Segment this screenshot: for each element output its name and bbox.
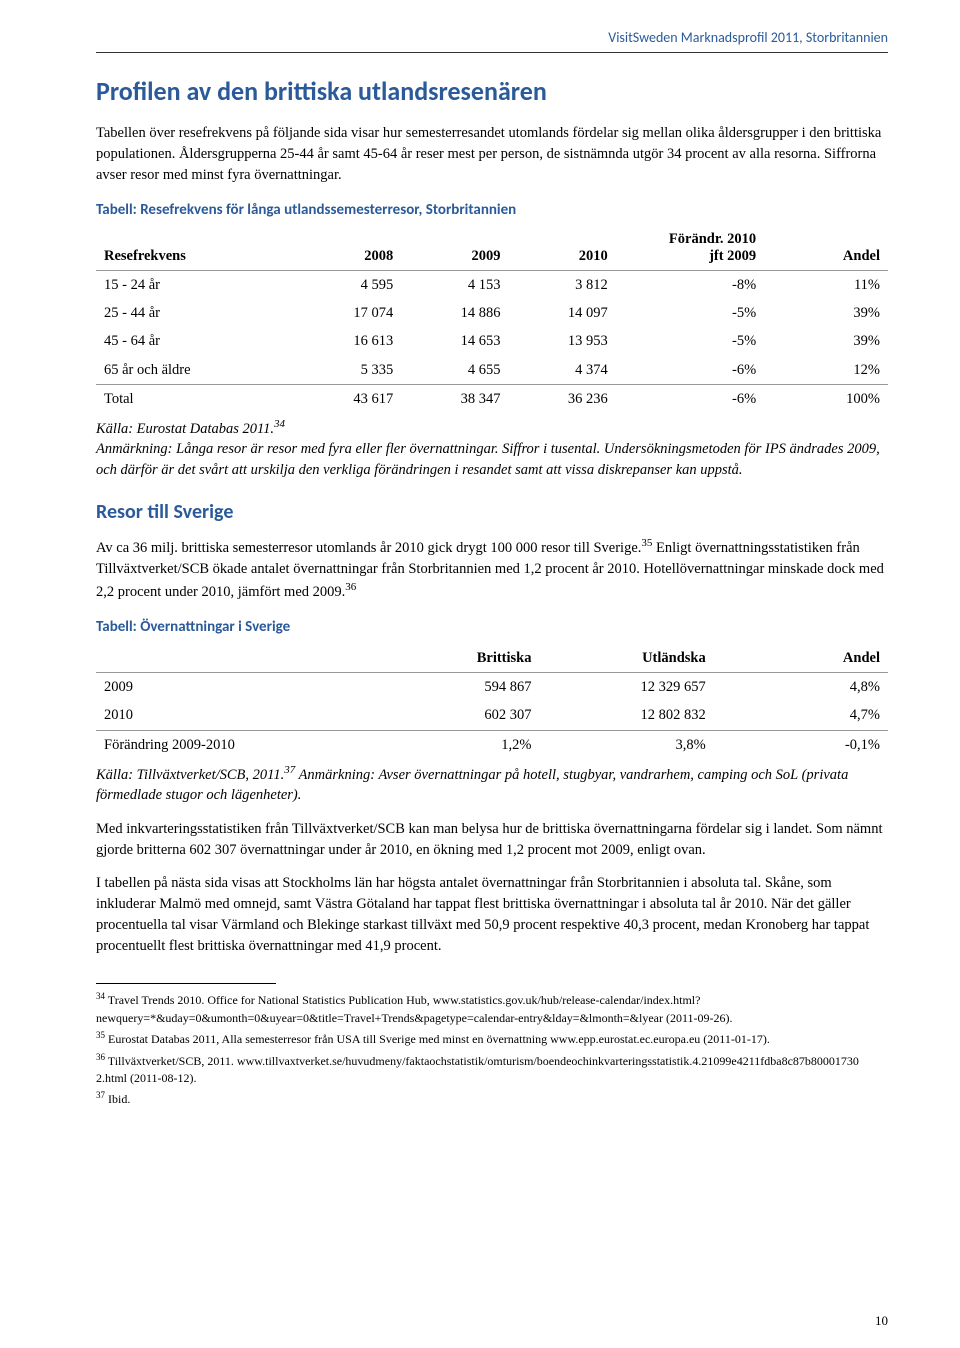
- body-paragraph: Med inkvarteringsstatistiken från Tillvä…: [96, 819, 888, 861]
- section-heading: Resor till Sverige: [96, 498, 888, 526]
- col-header: Brittiska: [365, 644, 539, 673]
- body-paragraph: I tabellen på nästa sida visas att Stock…: [96, 873, 888, 957]
- col-header: Utländska: [540, 644, 714, 673]
- col-header: 2010: [508, 227, 615, 270]
- table2-source: Källa: Tillväxtverket/SCB, 2011.37 Anmär…: [96, 763, 888, 805]
- intro-paragraph: Tabellen över resefrekvens på följande s…: [96, 123, 888, 186]
- table-row: Resefrekvens 2008 2009 2010 Förändr. 201…: [96, 227, 888, 270]
- footnote: 34 Travel Trends 2010. Office for Nation…: [96, 990, 888, 1027]
- table-row: 2009 594 867 12 329 657 4,8%: [96, 673, 888, 702]
- footnote: 35 Eurostat Databas 2011, Alla semesterr…: [96, 1029, 888, 1048]
- page-title: Profilen av den brittiska utlandsresenär…: [96, 73, 888, 109]
- footnote: 37 Ibid.: [96, 1089, 888, 1108]
- footnote: 36 Tillväxtverket/SCB, 2011. www.tillvax…: [96, 1051, 888, 1088]
- table2-title: Tabell: Övernattningar i Sverige: [96, 617, 888, 638]
- col-header: Andel: [764, 227, 888, 270]
- body-paragraph: Av ca 36 milj. brittiska semesterresor u…: [96, 536, 888, 603]
- col-header: Förändr. 2010 jft 2009: [616, 227, 764, 270]
- table-row: Förändring 2009-2010 1,2% 3,8% -0,1%: [96, 730, 888, 759]
- col-header: 2008: [294, 227, 401, 270]
- table-row-total: Total 43 617 38 347 36 236 -6% 100%: [96, 385, 888, 414]
- table-overnight-stays: Brittiska Utländska Andel 2009 594 867 1…: [96, 644, 888, 759]
- page-container: VisitSweden Marknadsprofil 2011, Storbri…: [0, 0, 960, 1348]
- col-header: 2009: [401, 227, 508, 270]
- table1-title: Tabell: Resefrekvens för långa utlandsse…: [96, 200, 888, 221]
- table-row: 15 - 24 år 4 595 4 153 3 812 -8% 11%: [96, 270, 888, 299]
- header-title: VisitSweden Marknadsprofil 2011, Storbri…: [608, 28, 888, 48]
- footnotes-block: 34 Travel Trends 2010. Office for Nation…: [96, 990, 888, 1108]
- table1-source: Källa: Eurostat Databas 2011.34 Anmärkni…: [96, 417, 888, 480]
- page-number: 10: [875, 1312, 888, 1330]
- col-header: Resefrekvens: [96, 227, 294, 270]
- table-row: Brittiska Utländska Andel: [96, 644, 888, 673]
- table-row: 65 år och äldre 5 335 4 655 4 374 -6% 12…: [96, 356, 888, 385]
- table-row: 25 - 44 år 17 074 14 886 14 097 -5% 39%: [96, 299, 888, 327]
- table-row: 2010 602 307 12 802 832 4,7%: [96, 701, 888, 730]
- document-header: VisitSweden Marknadsprofil 2011, Storbri…: [96, 28, 888, 48]
- footnote-rule: [96, 983, 276, 984]
- table-row: 45 - 64 år 16 613 14 653 13 953 -5% 39%: [96, 327, 888, 355]
- col-header: Andel: [714, 644, 888, 673]
- col-header: [96, 644, 365, 673]
- table-travel-frequency: Resefrekvens 2008 2009 2010 Förändr. 201…: [96, 227, 888, 413]
- header-rule: [96, 52, 888, 53]
